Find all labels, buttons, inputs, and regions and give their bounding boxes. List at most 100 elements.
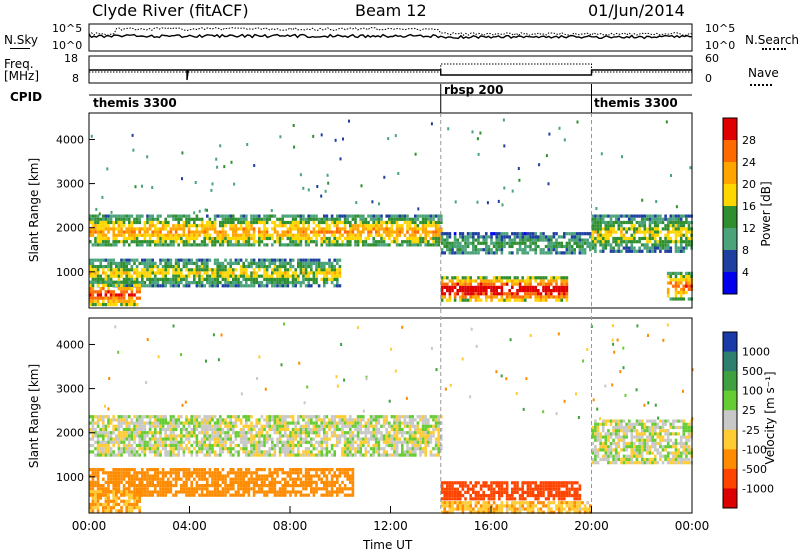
heat-cell xyxy=(123,237,126,240)
heat-cell xyxy=(149,218,152,221)
heat-cell xyxy=(138,428,141,431)
heat-cell xyxy=(183,468,186,471)
heat-cell xyxy=(177,262,180,265)
heat-cell xyxy=(128,471,131,474)
heat-cell xyxy=(584,239,587,242)
heat-cell xyxy=(261,468,264,471)
heat-cell xyxy=(610,234,613,237)
heat-cell xyxy=(300,234,303,237)
heat-cell xyxy=(326,444,329,447)
heat-cell xyxy=(287,278,290,281)
heat-cell xyxy=(268,428,271,431)
heat-cell xyxy=(167,450,170,453)
heat-cell xyxy=(529,276,532,279)
heat-cell xyxy=(638,250,641,253)
heat-cell xyxy=(519,299,522,302)
heat-cell xyxy=(675,215,678,218)
heat-cell xyxy=(558,245,561,248)
heat-cell xyxy=(331,240,334,243)
heat-cell xyxy=(157,471,160,474)
heat-cell xyxy=(99,418,102,421)
heat-cell xyxy=(341,215,344,218)
heat-cell xyxy=(297,418,300,421)
heat-cell xyxy=(159,431,162,434)
heat-cell xyxy=(654,237,657,240)
heat-cell xyxy=(206,237,209,240)
heat-cell xyxy=(563,286,566,289)
heat-cell xyxy=(326,441,329,444)
heat-cell xyxy=(336,221,339,224)
heat-cell xyxy=(146,215,149,218)
heat-cell xyxy=(146,434,149,437)
heat-cell xyxy=(206,278,209,281)
heat-cell xyxy=(475,295,478,298)
heat-cell xyxy=(318,428,321,431)
heat-cell xyxy=(131,484,134,487)
heat-cell xyxy=(159,240,162,243)
heat-cell xyxy=(297,441,300,444)
heat-cell xyxy=(136,415,139,418)
heat-cell xyxy=(315,259,318,262)
heat-cell xyxy=(196,275,199,278)
heat-cell xyxy=(237,240,240,243)
heat-cell xyxy=(464,299,467,302)
heat-cell xyxy=(107,431,110,434)
heat-cell xyxy=(229,415,232,418)
heat-cell xyxy=(670,275,673,278)
heat-cell xyxy=(326,415,329,418)
heat-cell xyxy=(320,425,323,428)
heat-cell xyxy=(414,215,417,218)
heat-cell xyxy=(307,434,310,437)
heat-cell xyxy=(427,422,430,425)
heat-cell xyxy=(164,224,167,227)
heat-cell xyxy=(385,444,388,447)
heat-cell xyxy=(326,275,329,278)
heat-cell xyxy=(123,259,126,262)
heat-cell xyxy=(519,232,522,235)
heat-cell xyxy=(193,243,196,246)
heat-cell xyxy=(323,240,326,243)
heat-cell xyxy=(427,431,430,434)
heat-cell xyxy=(227,284,230,287)
heat-cell xyxy=(274,268,277,271)
heat-cell xyxy=(644,237,647,240)
heat-cell xyxy=(385,224,388,227)
heat-cell xyxy=(566,248,569,251)
heat-cell xyxy=(618,218,621,221)
heat-cell xyxy=(185,415,188,418)
heat-cell xyxy=(92,471,95,474)
heat-cell xyxy=(521,276,524,279)
heat-cell xyxy=(393,422,396,425)
heat-cell xyxy=(511,279,514,282)
heat-cell xyxy=(92,428,95,431)
heat-cell xyxy=(383,425,386,428)
heat-cell xyxy=(302,454,305,457)
heat-cell xyxy=(349,438,352,441)
heat-cell xyxy=(289,281,292,284)
heat-cell xyxy=(441,292,444,295)
heat-cell xyxy=(651,243,654,246)
heat-cell xyxy=(365,431,368,434)
heat-cell xyxy=(138,471,141,474)
heat-cell xyxy=(289,262,292,265)
heat-cell xyxy=(245,275,248,278)
heat-cell xyxy=(131,259,134,262)
heat-cell xyxy=(628,237,631,240)
heat-cell xyxy=(307,428,310,431)
heat-cell xyxy=(263,494,266,497)
heat-cell xyxy=(92,425,95,428)
heat-cell xyxy=(128,431,131,434)
heat-cell xyxy=(456,292,459,295)
heat-cell xyxy=(398,224,401,227)
heat-cell xyxy=(529,292,532,295)
heat-cell xyxy=(159,428,162,431)
heat-cell xyxy=(201,221,204,224)
heat-cell xyxy=(323,438,326,441)
heat-cell xyxy=(183,454,186,457)
heat-cell xyxy=(146,284,149,287)
heat-cell xyxy=(154,450,157,453)
heat-cell xyxy=(237,444,240,447)
heat-cell xyxy=(97,450,100,453)
heat-cell xyxy=(370,215,373,218)
heat-cell xyxy=(326,268,329,271)
